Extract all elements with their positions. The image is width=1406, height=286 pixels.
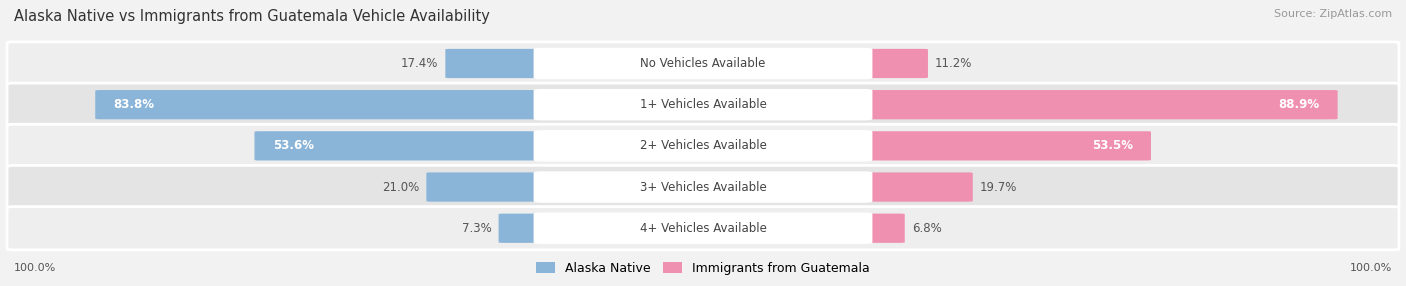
FancyBboxPatch shape <box>254 131 546 160</box>
Text: 1+ Vehicles Available: 1+ Vehicles Available <box>640 98 766 111</box>
FancyBboxPatch shape <box>534 48 872 79</box>
FancyBboxPatch shape <box>534 131 872 161</box>
FancyBboxPatch shape <box>534 172 872 202</box>
FancyBboxPatch shape <box>860 214 905 243</box>
FancyBboxPatch shape <box>7 165 1399 209</box>
FancyBboxPatch shape <box>446 49 546 78</box>
Text: 21.0%: 21.0% <box>382 180 419 194</box>
Text: 3+ Vehicles Available: 3+ Vehicles Available <box>640 180 766 194</box>
Text: 53.6%: 53.6% <box>273 139 314 152</box>
FancyBboxPatch shape <box>860 90 1337 119</box>
Text: 83.8%: 83.8% <box>114 98 155 111</box>
Text: 53.5%: 53.5% <box>1091 139 1133 152</box>
Text: 6.8%: 6.8% <box>911 222 942 235</box>
Text: 19.7%: 19.7% <box>980 180 1017 194</box>
FancyBboxPatch shape <box>534 90 872 120</box>
FancyBboxPatch shape <box>534 213 872 243</box>
FancyBboxPatch shape <box>860 172 973 202</box>
Text: 100.0%: 100.0% <box>1350 263 1392 273</box>
Text: 2+ Vehicles Available: 2+ Vehicles Available <box>640 139 766 152</box>
Text: Source: ZipAtlas.com: Source: ZipAtlas.com <box>1274 9 1392 19</box>
FancyBboxPatch shape <box>96 90 546 119</box>
Text: 7.3%: 7.3% <box>461 222 492 235</box>
Text: 17.4%: 17.4% <box>401 57 439 70</box>
Legend: Alaska Native, Immigrants from Guatemala: Alaska Native, Immigrants from Guatemala <box>531 257 875 280</box>
Text: 88.9%: 88.9% <box>1278 98 1319 111</box>
FancyBboxPatch shape <box>7 124 1399 168</box>
FancyBboxPatch shape <box>860 131 1152 160</box>
FancyBboxPatch shape <box>860 49 928 78</box>
FancyBboxPatch shape <box>7 83 1399 126</box>
Text: No Vehicles Available: No Vehicles Available <box>640 57 766 70</box>
FancyBboxPatch shape <box>426 172 546 202</box>
Text: 11.2%: 11.2% <box>935 57 973 70</box>
Text: 100.0%: 100.0% <box>14 263 56 273</box>
Text: Alaska Native vs Immigrants from Guatemala Vehicle Availability: Alaska Native vs Immigrants from Guatema… <box>14 9 489 23</box>
FancyBboxPatch shape <box>499 214 546 243</box>
Text: 4+ Vehicles Available: 4+ Vehicles Available <box>640 222 766 235</box>
FancyBboxPatch shape <box>7 206 1399 250</box>
FancyBboxPatch shape <box>7 42 1399 85</box>
